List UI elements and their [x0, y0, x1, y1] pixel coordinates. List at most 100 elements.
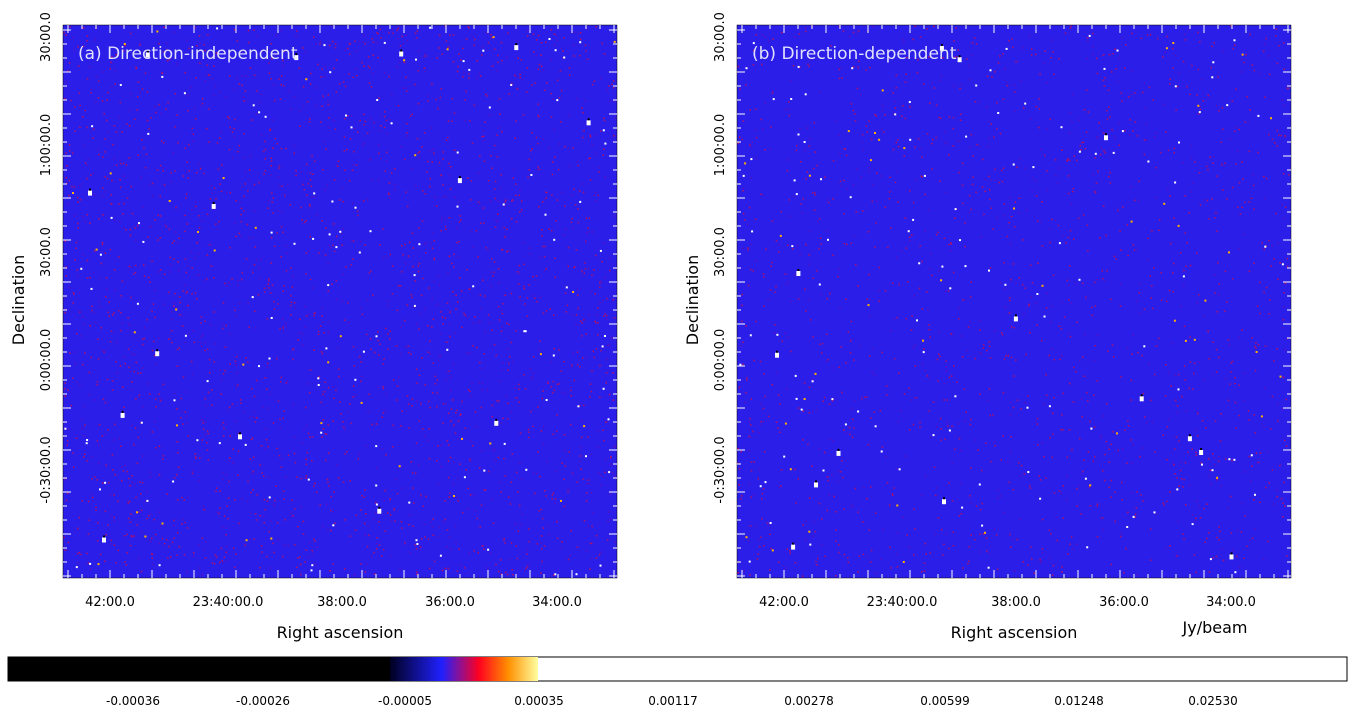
bright-source — [837, 451, 841, 456]
noise-speck — [990, 461, 992, 463]
noise-speck — [560, 370, 562, 372]
noise-speck — [192, 128, 194, 130]
noise-speck — [507, 574, 509, 576]
noise-speck — [1158, 338, 1160, 340]
noise-speck — [89, 66, 91, 68]
noise-speck — [278, 78, 280, 80]
noise-speck — [886, 385, 888, 387]
noise-speck — [302, 333, 304, 335]
noise-speck — [889, 505, 891, 507]
noise-speck — [1142, 447, 1144, 449]
noise-speck — [195, 458, 197, 460]
noise-speck — [470, 396, 472, 398]
noise-speck — [330, 510, 332, 512]
noise-speck — [556, 414, 558, 416]
noise-speck — [171, 311, 173, 313]
noise-speck — [509, 250, 511, 252]
source — [965, 265, 967, 267]
source — [351, 126, 353, 128]
source — [354, 379, 356, 381]
noise-speck — [214, 188, 216, 190]
noise-speck — [1001, 459, 1003, 461]
noise-speck — [480, 76, 482, 78]
noise-speck — [581, 107, 583, 109]
noise-speck — [913, 347, 915, 349]
source — [850, 196, 852, 198]
noise-speck — [1208, 458, 1210, 460]
noise-speck — [1111, 480, 1113, 482]
noise-speck — [487, 249, 489, 251]
noise-speck — [294, 508, 296, 510]
noise-speck — [1020, 476, 1022, 478]
noise-speck — [909, 190, 911, 192]
noise-speck — [1264, 249, 1266, 251]
noise-speck — [1188, 28, 1190, 30]
noise-speck — [188, 435, 190, 437]
noise-speck — [1068, 299, 1070, 301]
noise-speck — [219, 562, 221, 564]
noise-speck — [471, 383, 473, 385]
noise-speck — [119, 221, 121, 223]
noise-speck — [198, 241, 200, 243]
y-tick-label: 1:00:00.0 — [39, 114, 54, 177]
noise-speck — [198, 253, 200, 255]
noise-speck — [749, 574, 751, 576]
noise-speck — [784, 333, 786, 335]
noise-speck — [827, 199, 829, 201]
noise-speck — [144, 338, 146, 340]
noise-speck — [384, 490, 386, 492]
noise-speck — [203, 550, 205, 552]
noise-speck — [96, 384, 98, 386]
noise-speck — [306, 475, 308, 477]
noise-speck — [144, 275, 146, 277]
noise-speck — [92, 500, 94, 502]
noise-speck — [242, 85, 244, 87]
noise-speck — [956, 141, 958, 143]
noise-speck — [196, 242, 198, 244]
noise-speck — [602, 261, 604, 263]
noise-speck — [263, 515, 265, 517]
noise-speck — [105, 510, 107, 512]
noise-speck — [232, 462, 234, 464]
noise-speck — [256, 260, 258, 262]
noise-speck — [929, 268, 931, 270]
noise-speck — [1039, 559, 1041, 561]
noise-speck — [967, 563, 969, 565]
noise-speck — [546, 192, 548, 194]
noise-speck — [894, 358, 896, 360]
noise-speck — [975, 192, 977, 194]
noise-speck — [198, 215, 200, 217]
noise-speck — [245, 90, 247, 92]
noise-speck — [523, 286, 525, 288]
noise-speck — [816, 270, 818, 272]
source — [457, 152, 459, 154]
noise-speck — [900, 410, 902, 412]
noise-speck — [380, 157, 382, 159]
noise-speck — [574, 380, 576, 382]
y-tick-label: -0:30:00.0 — [39, 436, 54, 503]
noise-speck — [131, 186, 133, 188]
noise-speck — [1013, 489, 1015, 491]
noise-speck — [1224, 163, 1226, 165]
noise-speck — [441, 88, 443, 90]
noise-speck — [586, 357, 588, 359]
noise-speck — [1029, 332, 1031, 334]
noise-speck — [185, 148, 187, 150]
noise-speck — [1211, 46, 1213, 48]
noise-speck — [1005, 306, 1007, 308]
noise-speck — [1157, 38, 1159, 40]
noise-speck — [934, 87, 936, 89]
noise-speck — [505, 395, 507, 397]
noise-speck — [559, 143, 561, 145]
noise-speck — [397, 385, 399, 387]
noise-speck — [388, 32, 390, 34]
noise-speck — [520, 524, 522, 526]
noise-speck — [405, 263, 407, 265]
noise-speck — [204, 280, 206, 282]
noise-speck — [176, 115, 178, 117]
noise-speck — [527, 297, 529, 299]
noise-speck — [816, 564, 818, 566]
noise-speck — [434, 197, 436, 199]
noise-speck — [376, 467, 378, 469]
noise-speck — [349, 73, 351, 75]
